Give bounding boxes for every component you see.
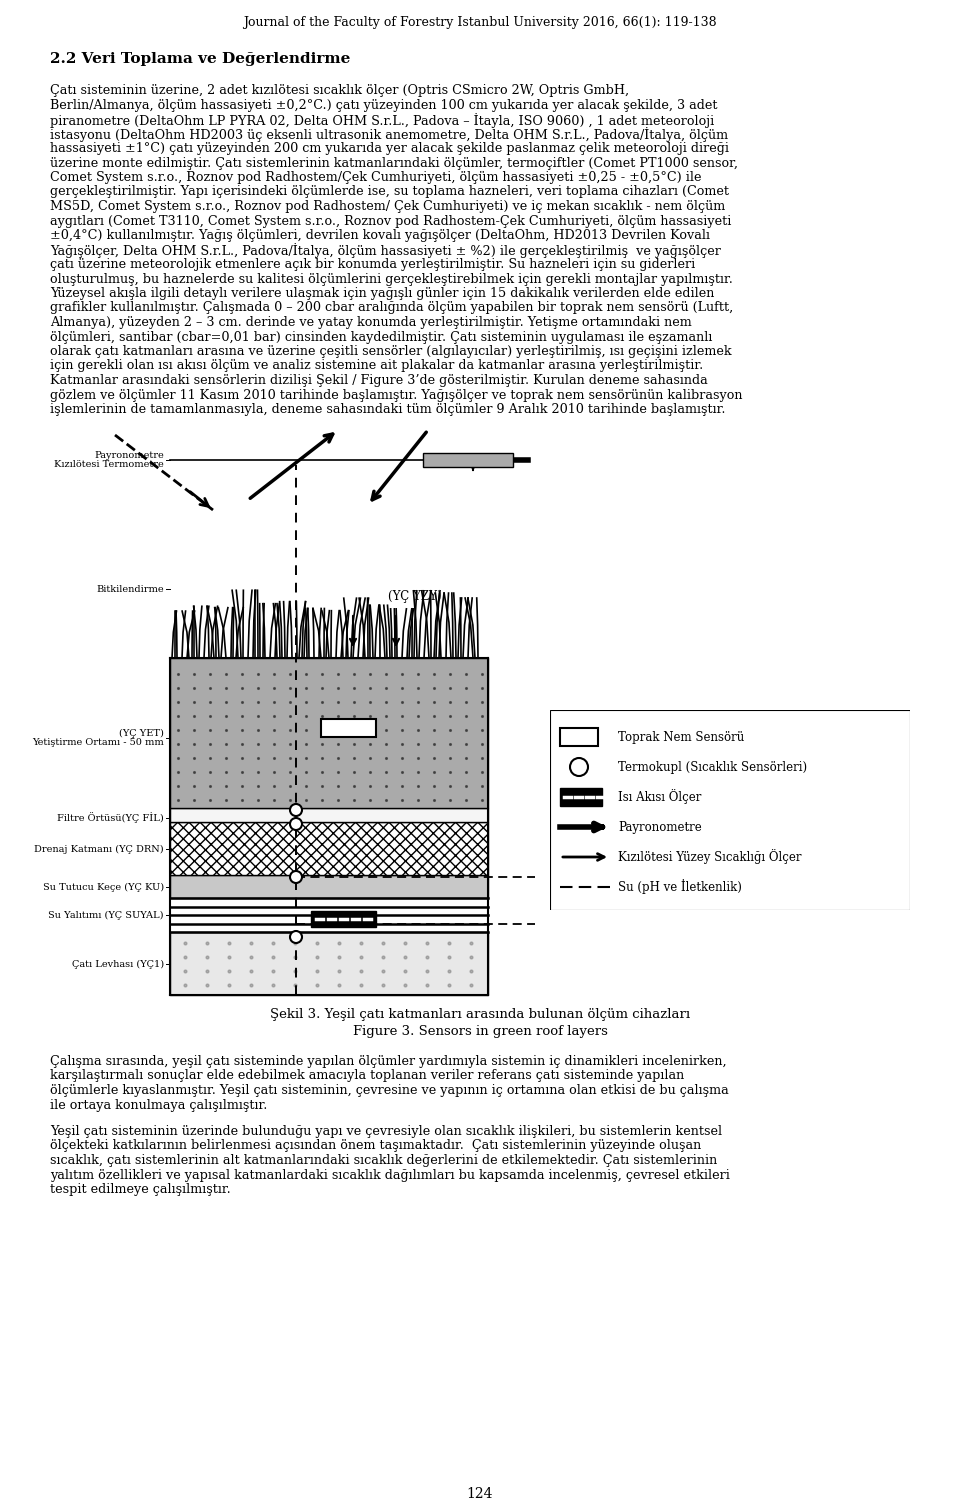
Text: ile ortaya konulmaya çalışılmıştır.: ile ortaya konulmaya çalışılmıştır. (50, 1099, 268, 1112)
Bar (560, 727, 598, 745)
Bar (311, 911, 376, 927)
Text: oluşturulmuş, bu haznelerde su kalitesi ölçümlerini gerçekleştirebilmek için ger: oluşturulmuş, bu haznelerde su kalitesi … (50, 273, 732, 285)
Text: gözlem ve ölçümler 11 Kasım 2010 tarihinde başlamıştır. Yağışölçer ve toprak nem: gözlem ve ölçümler 11 Kasım 2010 tarihin… (50, 388, 742, 401)
Text: 124: 124 (467, 1486, 493, 1501)
Text: Yetiştirme Ortamı - 50 mm: Yetiştirme Ortamı - 50 mm (33, 738, 164, 747)
Text: çatı üzerine meteorolojik etmenlere açık bir konumda yerleştirilmiştir. Su hazne: çatı üzerine meteorolojik etmenlere açık… (50, 258, 695, 272)
Text: Payronometre: Payronometre (618, 821, 702, 833)
Text: Termokupl (Sıcaklık Sensörleri): Termokupl (Sıcaklık Sensörleri) (618, 761, 807, 774)
Circle shape (290, 818, 302, 830)
Text: Şekil 3. Yeşil çatı katmanları arasında bulunan ölçüm cihazları: Şekil 3. Yeşil çatı katmanları arasında … (270, 1008, 690, 1022)
Bar (321, 718, 376, 736)
Text: Figure 3. Sensors in green roof layers: Figure 3. Sensors in green roof layers (352, 1025, 608, 1038)
Text: Drenaj Katmanı (YÇ DRN): Drenaj Katmanı (YÇ DRN) (35, 845, 164, 854)
Text: Katmanlar arasındaki sensörlerin dizilişi Şekil / Figure 3’de gösterilmiştir. Ku: Katmanlar arasındaki sensörlerin diziliş… (50, 374, 708, 386)
Text: ölçümlerle kıyaslanmıştır. Yeşil çatı sisteminin, çevresine ve yapının iç ortamı: ölçümlerle kıyaslanmıştır. Yeşil çatı si… (50, 1083, 729, 1097)
Text: (YÇ YZY): (YÇ YZY) (388, 590, 442, 604)
Text: Isı Akısı Ölçer: Isı Akısı Ölçer (618, 789, 702, 804)
Text: üzerine monte edilmiştir. Çatı sistemlerinin katmanlarındaki ölçümler, termoçift: üzerine monte edilmiştir. Çatı sistemler… (50, 157, 738, 169)
Text: Filtre Örtüsü(YÇ FİL): Filtre Örtüsü(YÇ FİL) (58, 812, 164, 824)
Text: Kızılötesi Yüzey Sıcaklığı Ölçer: Kızılötesi Yüzey Sıcaklığı Ölçer (618, 850, 802, 865)
Text: Journal of the Faculty of Forestry Istanbul University 2016, 66(1): 119-138: Journal of the Faculty of Forestry Istan… (243, 17, 717, 29)
Text: Su Tutucu Keçe (YÇ KU): Su Tutucu Keçe (YÇ KU) (43, 883, 164, 892)
Text: Almanya), yüzeyden 2 – 3 cm. derinde ve yatay konumda yerleştirilmiştir. Yetişme: Almanya), yüzeyden 2 – 3 cm. derinde ve … (50, 315, 692, 329)
Bar (423, 453, 513, 466)
Bar (170, 933, 488, 994)
Circle shape (290, 871, 302, 883)
Circle shape (290, 804, 302, 816)
Circle shape (570, 758, 588, 776)
Text: Yağışölçer, Delta OHM S.r.L., Padova/İtalya, ölçüm hassasiyeti ± %2) ile gerçekl: Yağışölçer, Delta OHM S.r.L., Padova/İta… (50, 243, 721, 258)
Text: ±0,4°C) kullanılmıştır. Yağış ölçümleri, devrilen kovalı yağışölçer (DeltaOhm, H: ±0,4°C) kullanılmıştır. Yağış ölçümleri,… (50, 229, 710, 241)
Text: grafikler kullanılmıştır. Çalışmada 0 – 200 cbar aralığında ölçüm yapabilen bir : grafikler kullanılmıştır. Çalışmada 0 – … (50, 302, 733, 314)
Text: gerçekleştirilmiştir. Yapı içerisindeki ölçümlerde ise, su toplama hazneleri, ve: gerçekleştirilmiştir. Yapı içerisindeki … (50, 186, 729, 199)
Text: Bitkilendirme: Bitkilendirme (96, 584, 164, 593)
Text: Su Yalıtımı (YÇ SUYAL): Su Yalıtımı (YÇ SUYAL) (49, 910, 164, 919)
Text: sıcaklık, çatı sistemlerinin alt katmanlarındaki sıcaklık değerlerini de etkilem: sıcaklık, çatı sistemlerinin alt katmanl… (50, 1154, 717, 1166)
Text: hassasiyeti ±1°C) çatı yüzeyinden 200 cm yukarıda yer alacak şekilde paslanmaz ç: hassasiyeti ±1°C) çatı yüzeyinden 200 cm… (50, 142, 729, 155)
Circle shape (290, 931, 302, 943)
Text: Comet System s.r.o., Roznov pod Radhostem/Çek Cumhuriyeti, ölçüm hassasiyeti ±0,: Comet System s.r.o., Roznov pod Radhoste… (50, 171, 702, 184)
Text: Yüzeysel akışla ilgili detaylı verilere ulaşmak için yağışlı günler için 15 daki: Yüzeysel akışla ilgili detaylı verilere … (50, 287, 714, 300)
Text: tespit edilmeye çalışılmıştır.: tespit edilmeye çalışılmıştır. (50, 1183, 230, 1197)
Text: Çalışma sırasında, yeşil çatı sisteminde yapılan ölçümler yardımıyla sistemin iç: Çalışma sırasında, yeşil çatı sisteminde… (50, 1055, 727, 1068)
Text: için gerekli olan ısı akısı ölçüm ve analiz sistemine ait plakalar da katmanlar : için gerekli olan ısı akısı ölçüm ve ana… (50, 359, 704, 373)
Text: 2.2 Veri Toplama ve Değerlendirme: 2.2 Veri Toplama ve Değerlendirme (50, 51, 350, 66)
Text: (YÇ YET): (YÇ YET) (119, 729, 164, 738)
Bar (170, 875, 488, 898)
Text: Su (pH ve İletkenlik): Su (pH ve İletkenlik) (618, 880, 742, 895)
Bar (560, 788, 602, 806)
Text: Berlin/Almanya, ölçüm hassasiyeti ±0,2°C.) çatı yüzeyinden 100 cm yukarıda yer a: Berlin/Almanya, ölçüm hassasiyeti ±0,2°C… (50, 98, 717, 112)
Text: karşılaştırmalı sonuçlar elde edebilmek amacıyla toplanan veriler referans çatı : karşılaştırmalı sonuçlar elde edebilmek … (50, 1070, 684, 1082)
Text: Yeşil çatı sisteminin üzerinde bulunduğu yapı ve çevresiyle olan sıcaklık ilişki: Yeşil çatı sisteminin üzerinde bulunduğu… (50, 1126, 722, 1138)
Text: ölçekteki katkılarının belirlenmesi açısından önem taşımaktadır.  Çatı sistemler: ölçekteki katkılarının belirlenmesi açıs… (50, 1139, 701, 1153)
Text: olarak çatı katmanları arasına ve üzerine çeşitli sensörler (algılayıcılar) yerl: olarak çatı katmanları arasına ve üzerin… (50, 346, 732, 358)
Text: Kızılötesi Termometre: Kızılötesi Termometre (55, 460, 164, 469)
Bar (170, 658, 488, 807)
Text: ölçümleri, santibar (cbar=0,01 bar) cinsinden kaydedilmiştir. Çatı sisteminin uy: ölçümleri, santibar (cbar=0,01 bar) cins… (50, 330, 712, 344)
Text: işlemlerinin de tamamlanmasıyla, deneme sahasındaki tüm ölçümler 9 Aralık 2010 t: işlemlerinin de tamamlanmasıyla, deneme … (50, 403, 726, 416)
Text: piranometre (DeltaOhm LP PYRA 02, Delta OHM S.r.L., Padova – İtayla, ISO 9060) ,: piranometre (DeltaOhm LP PYRA 02, Delta … (50, 113, 714, 128)
Text: Çatı Levhası (YÇ1): Çatı Levhası (YÇ1) (72, 960, 164, 969)
Text: Toprak Nem Sensörü: Toprak Nem Sensörü (618, 730, 744, 744)
Bar (170, 822, 488, 875)
Text: Payronometre: Payronometre (94, 451, 164, 460)
Text: istasyonu (DeltaOhm HD2003 üç eksenli ultrasonik anemometre, Delta OHM S.r.L., P: istasyonu (DeltaOhm HD2003 üç eksenli ul… (50, 127, 728, 142)
Text: Çatı sisteminin üzerine, 2 adet kızılötesi sıcaklık ölçer (Optris CSmicro 2W, Op: Çatı sisteminin üzerine, 2 adet kızılöte… (50, 85, 629, 97)
Text: aygıtları (Comet T3110, Comet System s.r.o., Roznov pod Radhostem-Çek Cumhuriyet: aygıtları (Comet T3110, Comet System s.r… (50, 214, 732, 228)
Text: MS5D, Comet System s.r.o., Roznov pod Radhostem/ Çek Cumhuriyeti) ve iç mekan sı: MS5D, Comet System s.r.o., Roznov pod Ra… (50, 201, 725, 213)
Bar (170, 807, 488, 822)
Text: yalıtım özellikleri ve yapısal katmanlardaki sıcaklık dağılımları bu kapsamda in: yalıtım özellikleri ve yapısal katmanlar… (50, 1168, 730, 1182)
